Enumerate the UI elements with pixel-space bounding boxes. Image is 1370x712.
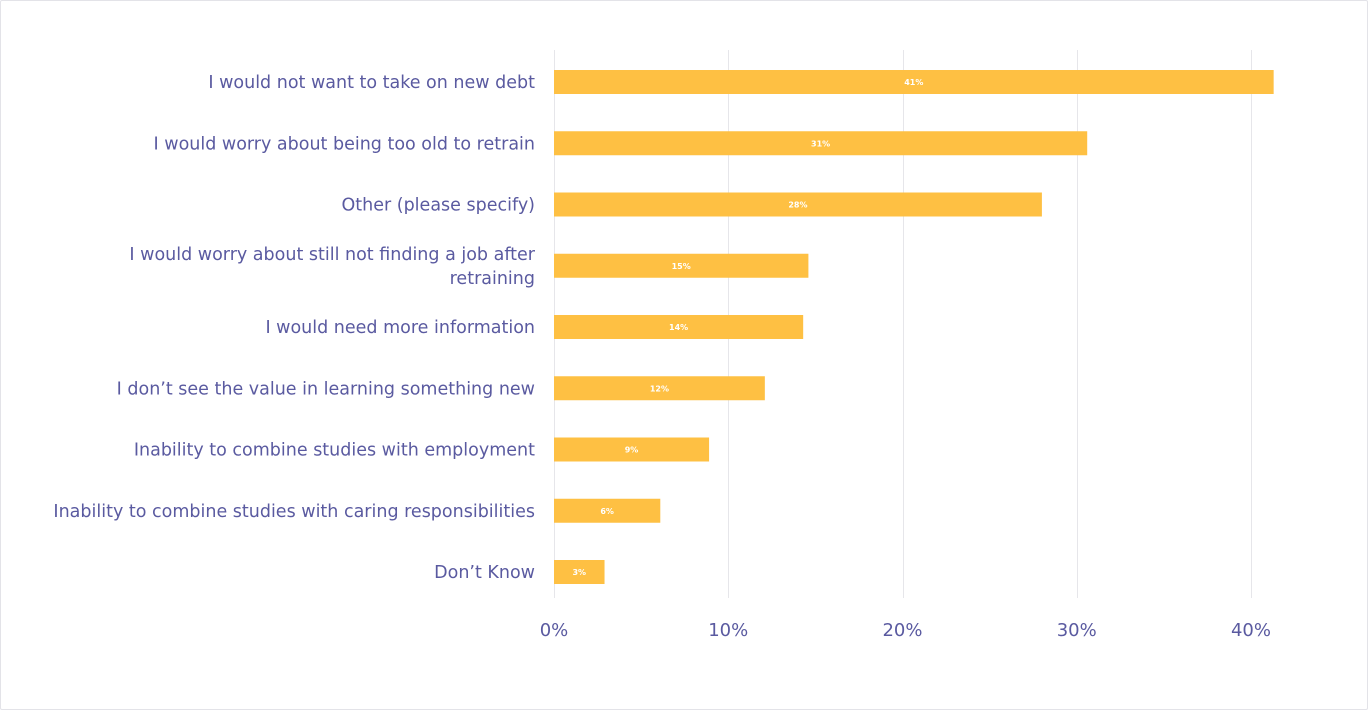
bar — [554, 560, 605, 584]
category-label: I don’t see the value in learning someth… — [117, 379, 535, 399]
bar — [554, 70, 1274, 94]
x-tick-label: 0% — [540, 620, 569, 641]
category-label: I would need more information — [265, 318, 535, 338]
x-tick-label: 40% — [1231, 620, 1271, 641]
bar — [554, 253, 809, 278]
category-label: I would not want to take on new debt — [208, 73, 535, 93]
bar — [554, 315, 804, 339]
category-label: I would worry about being too old to ret… — [154, 134, 535, 154]
category-label: Inability to combine studies with employ… — [134, 441, 535, 461]
category-label: I would worry about still not finding a … — [129, 245, 535, 289]
category-label: Inability to combine studies with caring… — [53, 502, 535, 522]
bars: 41% 31% 28% 15% 14% 12% 9% 6% 3% — [554, 70, 1274, 584]
bar — [554, 192, 1042, 217]
category-label: Other (please specify) — [342, 196, 536, 216]
bar — [554, 131, 1088, 156]
bar-data-label: 28% — [788, 201, 807, 210]
bar-data-label: 15% — [672, 262, 691, 271]
category-labels: I would not want to take on new debt I wo… — [53, 73, 535, 583]
bar-data-label: 31% — [811, 139, 830, 148]
x-axis-tick-labels: 0% 10% 20% 30% 40% — [540, 620, 1271, 641]
x-tick-label: 30% — [1057, 620, 1097, 641]
bar — [554, 376, 765, 401]
bar-data-label: 41% — [904, 78, 923, 87]
category-label: Don’t Know — [434, 563, 535, 583]
bar — [554, 498, 661, 523]
x-tick-label: 20% — [882, 620, 922, 641]
bar-data-label: 9% — [625, 446, 639, 455]
bar-data-label: 12% — [650, 384, 669, 393]
bar-data-label: 14% — [669, 323, 688, 332]
x-tick-label: 10% — [708, 620, 748, 641]
bar-data-label: 6% — [600, 507, 614, 516]
bar-data-label: 3% — [572, 568, 586, 577]
bar — [554, 437, 710, 462]
